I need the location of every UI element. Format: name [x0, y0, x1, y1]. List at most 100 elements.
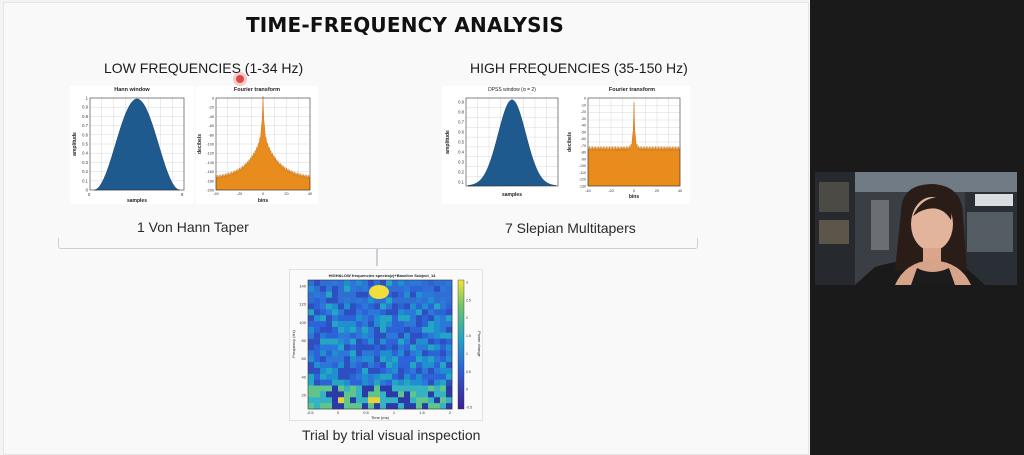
hann-ytick: 0.3 — [82, 160, 88, 165]
spectrogram-ytick: 100 — [299, 320, 306, 325]
fourier-low-xtick: 20 — [284, 192, 288, 196]
colorbar-tick: 0.5 — [466, 370, 471, 374]
colorbar — [457, 279, 465, 410]
hann-ytick: 0.6 — [82, 132, 88, 137]
fourier-high-plot: Fourier transform 0 -10 -20 -30 -40 -50 -60 -70… — [566, 86, 690, 204]
fourier-high-ytick: -50 — [581, 130, 586, 134]
fourier-low-ytick: -180 — [206, 179, 214, 183]
presentation-slide: TIME-FREQUENCY ANALYSIS LOW FREQUENCIES … — [0, 0, 810, 455]
spectrogram-plot: HIGH&LOW frequencies spectra(z)+Baseline… — [289, 269, 483, 421]
colorbar-tick: 1 — [466, 352, 468, 356]
fourier-low-xtick: -40 — [213, 192, 219, 196]
dpss-ytick: 0.4 — [458, 150, 464, 155]
fourier-low-ytick: -100 — [206, 143, 214, 147]
fourier-low-xtick: 40 — [308, 192, 312, 196]
fourier-low-ytick: -40 — [209, 115, 215, 119]
fourier-low-plot: Fourier transform 0 -20 -40 -60 -80 -100 -120 -… — [196, 86, 318, 204]
colorbar-tick: 0 — [466, 388, 468, 392]
fourier-low-title: Fourier transform — [234, 87, 280, 93]
high-frequencies-header: HIGH FREQUENCIES (35-150 Hz) — [470, 60, 688, 76]
spectrogram-ytick: 140 — [299, 284, 306, 289]
slide-title: TIME-FREQUENCY ANALYSIS — [245, 13, 565, 37]
fourier-low-ytick: -140 — [206, 161, 214, 165]
fourier-high-ytick: -40 — [581, 124, 586, 128]
fourier-high-ytick: -100 — [579, 164, 586, 168]
dpss-ytick: 0.9 — [458, 100, 464, 105]
hann-ylabel: amplitude — [72, 132, 78, 156]
spectrogram-ytick: 80 — [302, 338, 307, 343]
dpss-ytick: 0.6 — [458, 130, 464, 135]
fourier-high-ytick: -110 — [579, 171, 586, 175]
spectrogram-xtick: 2 — [449, 410, 452, 415]
spectrogram-xlabel: Time (ms) — [371, 415, 390, 420]
spectrogram-xtick: 0.5 — [363, 410, 369, 415]
spectrogram-ytick: 60 — [302, 356, 307, 361]
hann-plot-title: Hann window — [114, 87, 150, 93]
spectrogram-ytick: 120 — [299, 302, 306, 307]
fourier-low-ylabel: decibels — [197, 134, 203, 154]
fourier-high-ytick: -10 — [581, 103, 586, 107]
hann-ytick: 0 — [86, 188, 89, 193]
spectrogram-xtick: 1.5 — [419, 410, 425, 415]
dpss-ytick: 0.1 — [458, 180, 464, 185]
dpss-curve — [467, 99, 557, 187]
fourier-high-xtick: 20 — [655, 189, 659, 193]
fourier-high-xtick: 0 — [633, 189, 635, 193]
fourier-high-ytick: -120 — [579, 178, 586, 182]
fourier-high-title: Fourier transform — [609, 87, 655, 93]
fourier-low-xlabel: bins — [258, 198, 268, 204]
hann-window-plot: Hann window 1 0.9 0.8 0.7 0.6 0.5 0.4 0.3 0.2 0.1… — [70, 86, 194, 204]
colorbar-tick: 2 — [466, 316, 468, 320]
fourier-high-ytick: -130 — [579, 185, 586, 189]
dpss-ytick: 0.8 — [458, 110, 464, 115]
fourier-high-xlabel: bins — [629, 194, 639, 200]
fourier-low-ytick: -80 — [209, 133, 215, 137]
hann-ytick: 1 — [86, 96, 89, 101]
dpss-ytick: 0.5 — [458, 140, 464, 145]
grouping-bracket — [58, 238, 698, 249]
fourier-high-ytick: -30 — [581, 117, 586, 121]
dpss-plot-title: DPSS window (α = 2) — [488, 87, 536, 93]
hann-ytick: 0.9 — [82, 105, 88, 110]
dpss-ylabel: amplitude — [445, 130, 451, 154]
fourier-low-ytick: -120 — [206, 152, 214, 156]
fourier-high-ytick: -70 — [581, 144, 586, 148]
fourier-high-xtick: 40 — [678, 189, 682, 193]
fourier-high-ylabel: decibels — [567, 132, 573, 152]
hann-ytick: 0.5 — [82, 142, 88, 147]
high-caption: 7 Slepian Multitapers — [505, 220, 636, 236]
colorbar-tick: 3 — [466, 281, 468, 285]
fourier-high-ytick: -60 — [581, 137, 586, 141]
fourier-low-xtick: 0 — [262, 192, 264, 196]
fourier-low-ytick: 0 — [212, 97, 214, 101]
low-caption: 1 Von Hann Taper — [137, 219, 249, 235]
colorbar-tick: 1.5 — [466, 334, 471, 338]
fourier-high-xtick: -40 — [585, 189, 591, 193]
dpss-ytick: 0.7 — [458, 120, 464, 125]
colorbar-label: Power change — [477, 331, 482, 357]
hann-ytick: 0.1 — [82, 178, 88, 183]
fourier-high-ytick: -80 — [581, 151, 586, 155]
spectrogram-ylabel: Frequency (Hz) — [291, 330, 296, 358]
hann-ytick: 0.7 — [82, 123, 88, 128]
bottom-caption: Trial by trial visual inspection — [302, 427, 481, 443]
dpss-ytick: 0.3 — [458, 160, 464, 165]
fourier-low-ytick: -200 — [206, 189, 214, 193]
hann-xtick-end: 8 — [181, 192, 184, 197]
colorbar-tick: -0.5 — [466, 406, 472, 410]
low-frequencies-header: LOW FREQUENCIES (1-34 Hz) — [104, 60, 304, 76]
webcam-video-feed — [815, 172, 1017, 285]
spectrogram-title: HIGH&LOW frequencies spectra(z)+Baseline… — [329, 273, 437, 278]
laser-pointer-dot — [236, 75, 244, 83]
hann-ytick: 0.8 — [82, 114, 88, 119]
spectrogram-hotspot — [369, 285, 389, 299]
spectrogram-ytick: 20 — [302, 393, 307, 398]
spectrogram-xtick: -0.5 — [307, 410, 315, 415]
hann-ytick: 0.2 — [82, 169, 88, 174]
fourier-high-xtick: -20 — [608, 189, 614, 193]
fourier-low-xtick: -20 — [237, 192, 243, 196]
spectrogram-xtick: 1 — [393, 410, 396, 415]
hann-curve — [93, 98, 181, 191]
dpss-ytick: 0.2 — [458, 170, 464, 175]
hann-ytick: 0.4 — [82, 151, 88, 156]
